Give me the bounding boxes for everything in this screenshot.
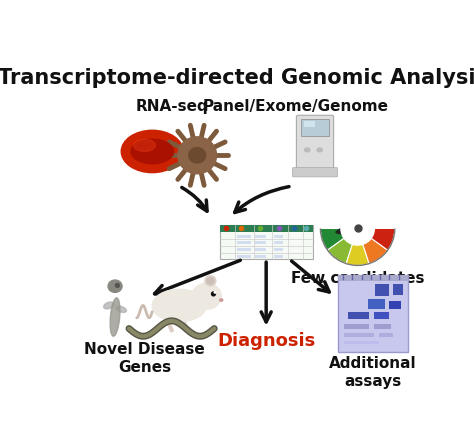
- Bar: [237, 255, 251, 258]
- Ellipse shape: [304, 148, 310, 152]
- Wedge shape: [320, 229, 357, 250]
- Bar: [237, 235, 251, 238]
- Bar: [345, 341, 379, 344]
- Bar: [374, 324, 391, 329]
- Text: RNA-seq: RNA-seq: [135, 99, 208, 114]
- Ellipse shape: [116, 306, 127, 312]
- Bar: [219, 225, 313, 232]
- Bar: [379, 333, 392, 337]
- Bar: [255, 241, 266, 244]
- Bar: [345, 333, 374, 337]
- Wedge shape: [357, 229, 395, 250]
- Ellipse shape: [110, 298, 120, 336]
- Bar: [274, 248, 283, 251]
- Bar: [389, 301, 401, 309]
- Text: Novel Disease
Genes: Novel Disease Genes: [84, 342, 205, 375]
- Ellipse shape: [214, 291, 216, 293]
- Wedge shape: [357, 229, 388, 264]
- Ellipse shape: [205, 276, 216, 286]
- Bar: [274, 255, 283, 258]
- Bar: [274, 235, 283, 238]
- Ellipse shape: [317, 148, 322, 152]
- Bar: [338, 275, 408, 352]
- Ellipse shape: [178, 137, 217, 174]
- Bar: [255, 255, 266, 258]
- Wedge shape: [346, 229, 369, 265]
- Bar: [237, 248, 251, 251]
- Bar: [368, 299, 385, 309]
- Ellipse shape: [131, 139, 173, 164]
- FancyBboxPatch shape: [296, 115, 334, 168]
- Bar: [347, 312, 369, 319]
- Text: Diagnosis: Diagnosis: [217, 333, 315, 351]
- Ellipse shape: [116, 283, 119, 287]
- Bar: [237, 241, 251, 244]
- Bar: [274, 241, 283, 244]
- Bar: [345, 324, 369, 329]
- Bar: [374, 312, 390, 319]
- Ellipse shape: [121, 130, 183, 172]
- Bar: [255, 248, 266, 251]
- Ellipse shape: [134, 139, 155, 152]
- Ellipse shape: [152, 289, 207, 321]
- Ellipse shape: [211, 292, 215, 296]
- Ellipse shape: [192, 283, 221, 309]
- Ellipse shape: [104, 302, 114, 309]
- Bar: [338, 275, 408, 281]
- Text: Transcriptome-directed Genomic Analysis: Transcriptome-directed Genomic Analysis: [0, 68, 474, 88]
- Ellipse shape: [341, 212, 374, 245]
- Text: Few candidates: Few candidates: [291, 271, 424, 286]
- Text: Panel/Exome/Genome: Panel/Exome/Genome: [202, 99, 389, 114]
- FancyBboxPatch shape: [292, 168, 337, 177]
- Ellipse shape: [219, 299, 223, 301]
- Bar: [301, 119, 329, 136]
- Wedge shape: [328, 229, 357, 264]
- Bar: [255, 235, 266, 238]
- Bar: [219, 225, 313, 259]
- Ellipse shape: [207, 278, 214, 284]
- Ellipse shape: [189, 148, 206, 163]
- Text: Additional
assays: Additional assays: [329, 356, 417, 389]
- Ellipse shape: [108, 280, 122, 292]
- Bar: [304, 121, 315, 127]
- Bar: [392, 284, 403, 295]
- Bar: [375, 284, 390, 296]
